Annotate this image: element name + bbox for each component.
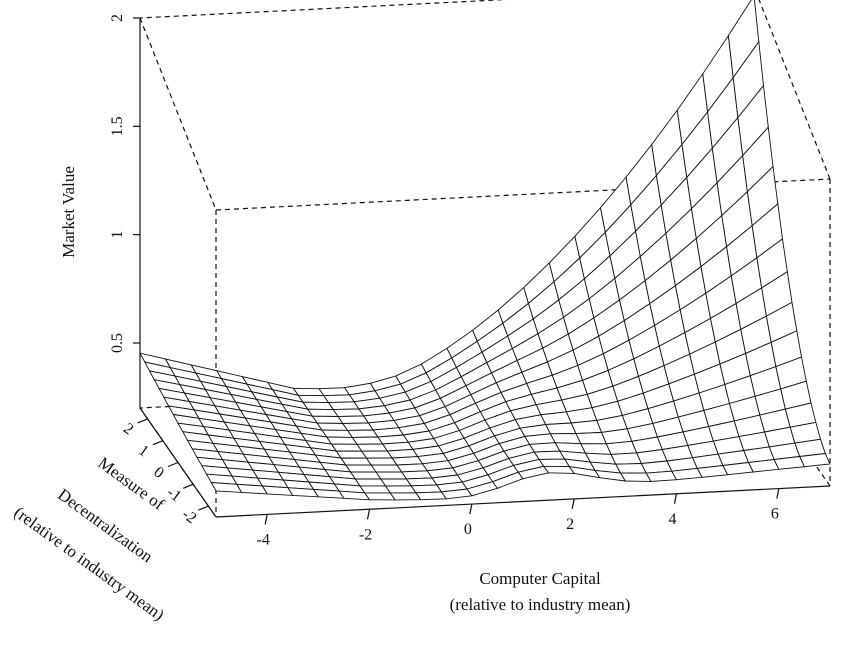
y-axis-title-line1: Measure of: [95, 453, 169, 514]
box-edge: [758, 0, 831, 180]
y-tick-label: 2: [120, 420, 136, 438]
x-tick-label: 2: [566, 516, 574, 533]
y-tick-mark: [167, 461, 179, 468]
z-tick-label: 0.5: [109, 333, 126, 353]
surface-cell: [538, 458, 571, 468]
y-tick-label: -2: [179, 506, 200, 528]
surface-cell: [415, 491, 448, 501]
x-tick-mark: [673, 493, 678, 504]
x-tick-mark: [776, 488, 780, 499]
x-tick-mark: [571, 498, 575, 510]
z-axis-title: Market Value: [59, 166, 78, 258]
z-tick-label: 2: [109, 14, 126, 22]
x-tick-label: -2: [359, 526, 372, 543]
y-tick-mark: [198, 505, 209, 511]
x-tick-label: 6: [771, 506, 779, 523]
surface-mesh: [139, 0, 831, 501]
surface-cell: [384, 485, 417, 494]
z-tick-label: 1.5: [109, 116, 126, 136]
x-axis-title-line1: Computer Capital: [479, 569, 601, 588]
surface-cell: [645, 470, 678, 482]
surface-cell: [318, 387, 351, 397]
x-tick-mark: [264, 514, 268, 525]
surface-cell: [619, 472, 652, 482]
surface-cell: [610, 452, 643, 465]
y-tick-label: -1: [163, 484, 184, 506]
surface-cell: [605, 440, 638, 455]
surface-cell: [337, 415, 370, 424]
y-tick-mark: [152, 440, 164, 446]
surface-cell: [544, 422, 577, 435]
y-tick-mark: [137, 418, 148, 424]
y-tick-mark: [182, 483, 194, 489]
surface-cell: [365, 457, 398, 466]
surface-cell: [375, 471, 408, 480]
box-edge: [139, 0, 509, 19]
surface-cell: [570, 419, 603, 435]
surface-cell: [575, 431, 607, 445]
surface-cell: [327, 401, 360, 411]
z-tick-label: 1: [109, 231, 126, 239]
x-tick-label: -4: [257, 531, 270, 548]
x-axis-line: [215, 485, 831, 518]
surface-cell: [346, 429, 379, 438]
x-tick-mark: [366, 509, 371, 520]
surface-cell: [322, 394, 356, 404]
x-tick-label: 0: [464, 521, 472, 538]
surface-cell: [356, 443, 389, 452]
z-axis: 2 1.5 1 0.5: [109, 14, 141, 408]
y-tick-label: 1: [135, 442, 151, 460]
x-axis: -4 -2 0 2 4 6: [215, 485, 831, 548]
surface-cell: [799, 453, 831, 468]
box-edge: [139, 17, 217, 211]
x-tick-label: 4: [669, 511, 677, 528]
box-edge: [215, 178, 831, 211]
surface-cell: [528, 442, 561, 453]
y-tick-label: 0: [150, 464, 166, 482]
x-axis-title-line2: (relative to industry mean): [450, 595, 631, 614]
x-tick-mark: [469, 503, 473, 515]
